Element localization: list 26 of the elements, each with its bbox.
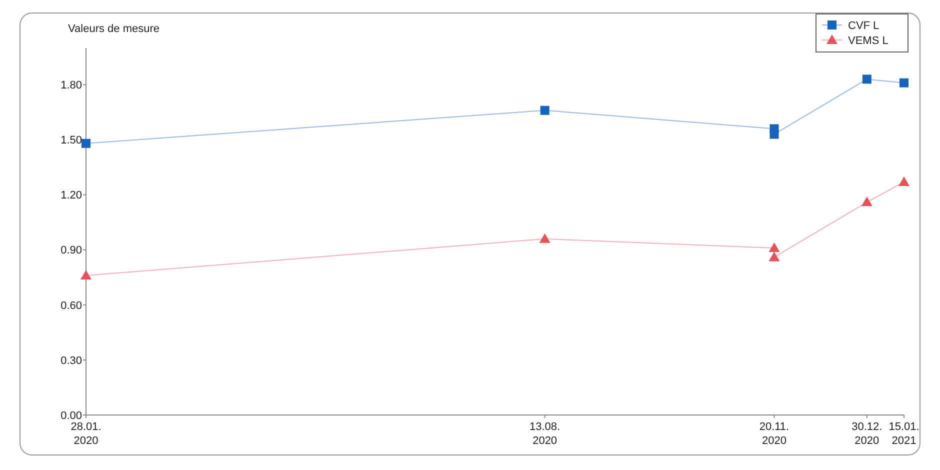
y-tick-label: 1.20 bbox=[60, 190, 82, 202]
point bbox=[539, 233, 550, 243]
point bbox=[768, 252, 780, 262]
x-tick-label: 13.08. 2020 bbox=[530, 421, 560, 447]
point bbox=[80, 270, 92, 280]
x-tick-label: 30.12. 2020 bbox=[852, 421, 882, 447]
point bbox=[861, 196, 872, 206]
point bbox=[770, 130, 779, 139]
x-tick-label: 20.11. 2020 bbox=[759, 421, 790, 447]
point bbox=[82, 138, 90, 148]
legend-label: CVF L bbox=[848, 20, 880, 32]
x-tick-label: 28.01. 2020 bbox=[70, 421, 102, 447]
y-tick-label: 0.60 bbox=[60, 300, 82, 312]
point bbox=[898, 176, 910, 186]
point bbox=[540, 106, 550, 115]
y-tick-label: 0.90 bbox=[60, 244, 82, 257]
y-tick-label: 0.30 bbox=[60, 354, 82, 367]
point bbox=[900, 78, 908, 88]
point bbox=[768, 242, 780, 252]
y-tick-label: 1.50 bbox=[60, 134, 82, 147]
x-tick-label: 15.01. 2021 bbox=[888, 421, 920, 447]
point bbox=[862, 74, 872, 84]
y-tick-label: 1.80 bbox=[60, 80, 82, 92]
y-tick-label: 0.00 bbox=[60, 410, 82, 422]
y-axis-title: Valeurs de mesure bbox=[68, 23, 160, 35]
legend-label: VEMS L bbox=[848, 34, 888, 47]
